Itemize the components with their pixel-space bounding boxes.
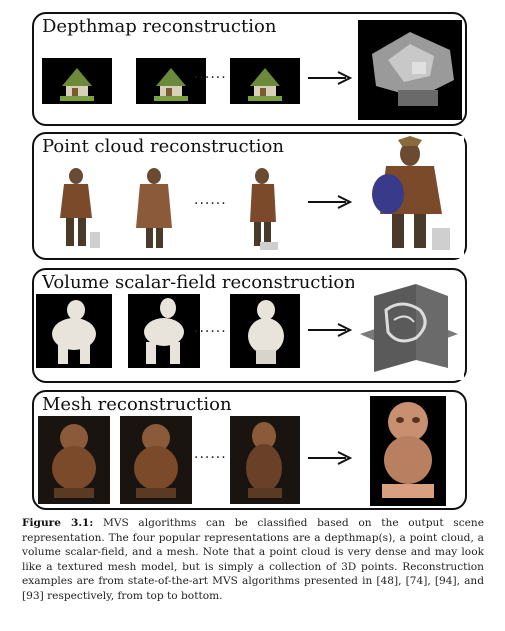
depthmap-result-image [358,20,462,120]
ellipsis: ...... [194,446,227,462]
panel-title: Volume scalar-field reconstruction [42,272,356,293]
arrow-icon [308,195,353,209]
caption-label: Figure 3.1: [22,517,94,529]
input-image [124,162,184,254]
ellipsis: ...... [194,320,227,336]
ellipsis: ...... [194,66,227,82]
input-image [230,294,300,368]
panel-volume-scalar-field: Volume scalar-field reconstruction .....… [32,268,467,383]
panel-point-cloud: Point cloud reconstruction ...... [32,132,467,260]
input-image [46,162,106,254]
input-image [230,416,300,504]
input-image [128,294,200,368]
panel-mesh: Mesh reconstruction ...... [32,390,467,510]
panel-title: Mesh reconstruction [42,394,232,415]
input-image [36,294,112,368]
arrow-icon [308,71,353,85]
panel-title: Point cloud reconstruction [42,136,284,157]
caption-text: MVS algorithms can be classified based o… [22,517,484,602]
input-image [136,58,206,104]
mesh-result-image [370,396,446,506]
arrow-icon [308,323,353,337]
input-image [42,58,112,104]
input-image [38,416,110,504]
volume-slices-result-image [354,276,464,380]
figure-caption: Figure 3.1: MVS algorithms can be classi… [22,516,484,604]
input-image [230,58,300,104]
panel-depthmap: Depthmap reconstruction ...... [32,12,467,126]
arrow-icon [308,451,353,465]
ellipsis: ...... [194,192,227,208]
point-cloud-result-image [358,136,464,258]
input-image [120,416,192,504]
panel-title: Depthmap reconstruction [42,16,277,37]
input-image [234,162,292,254]
